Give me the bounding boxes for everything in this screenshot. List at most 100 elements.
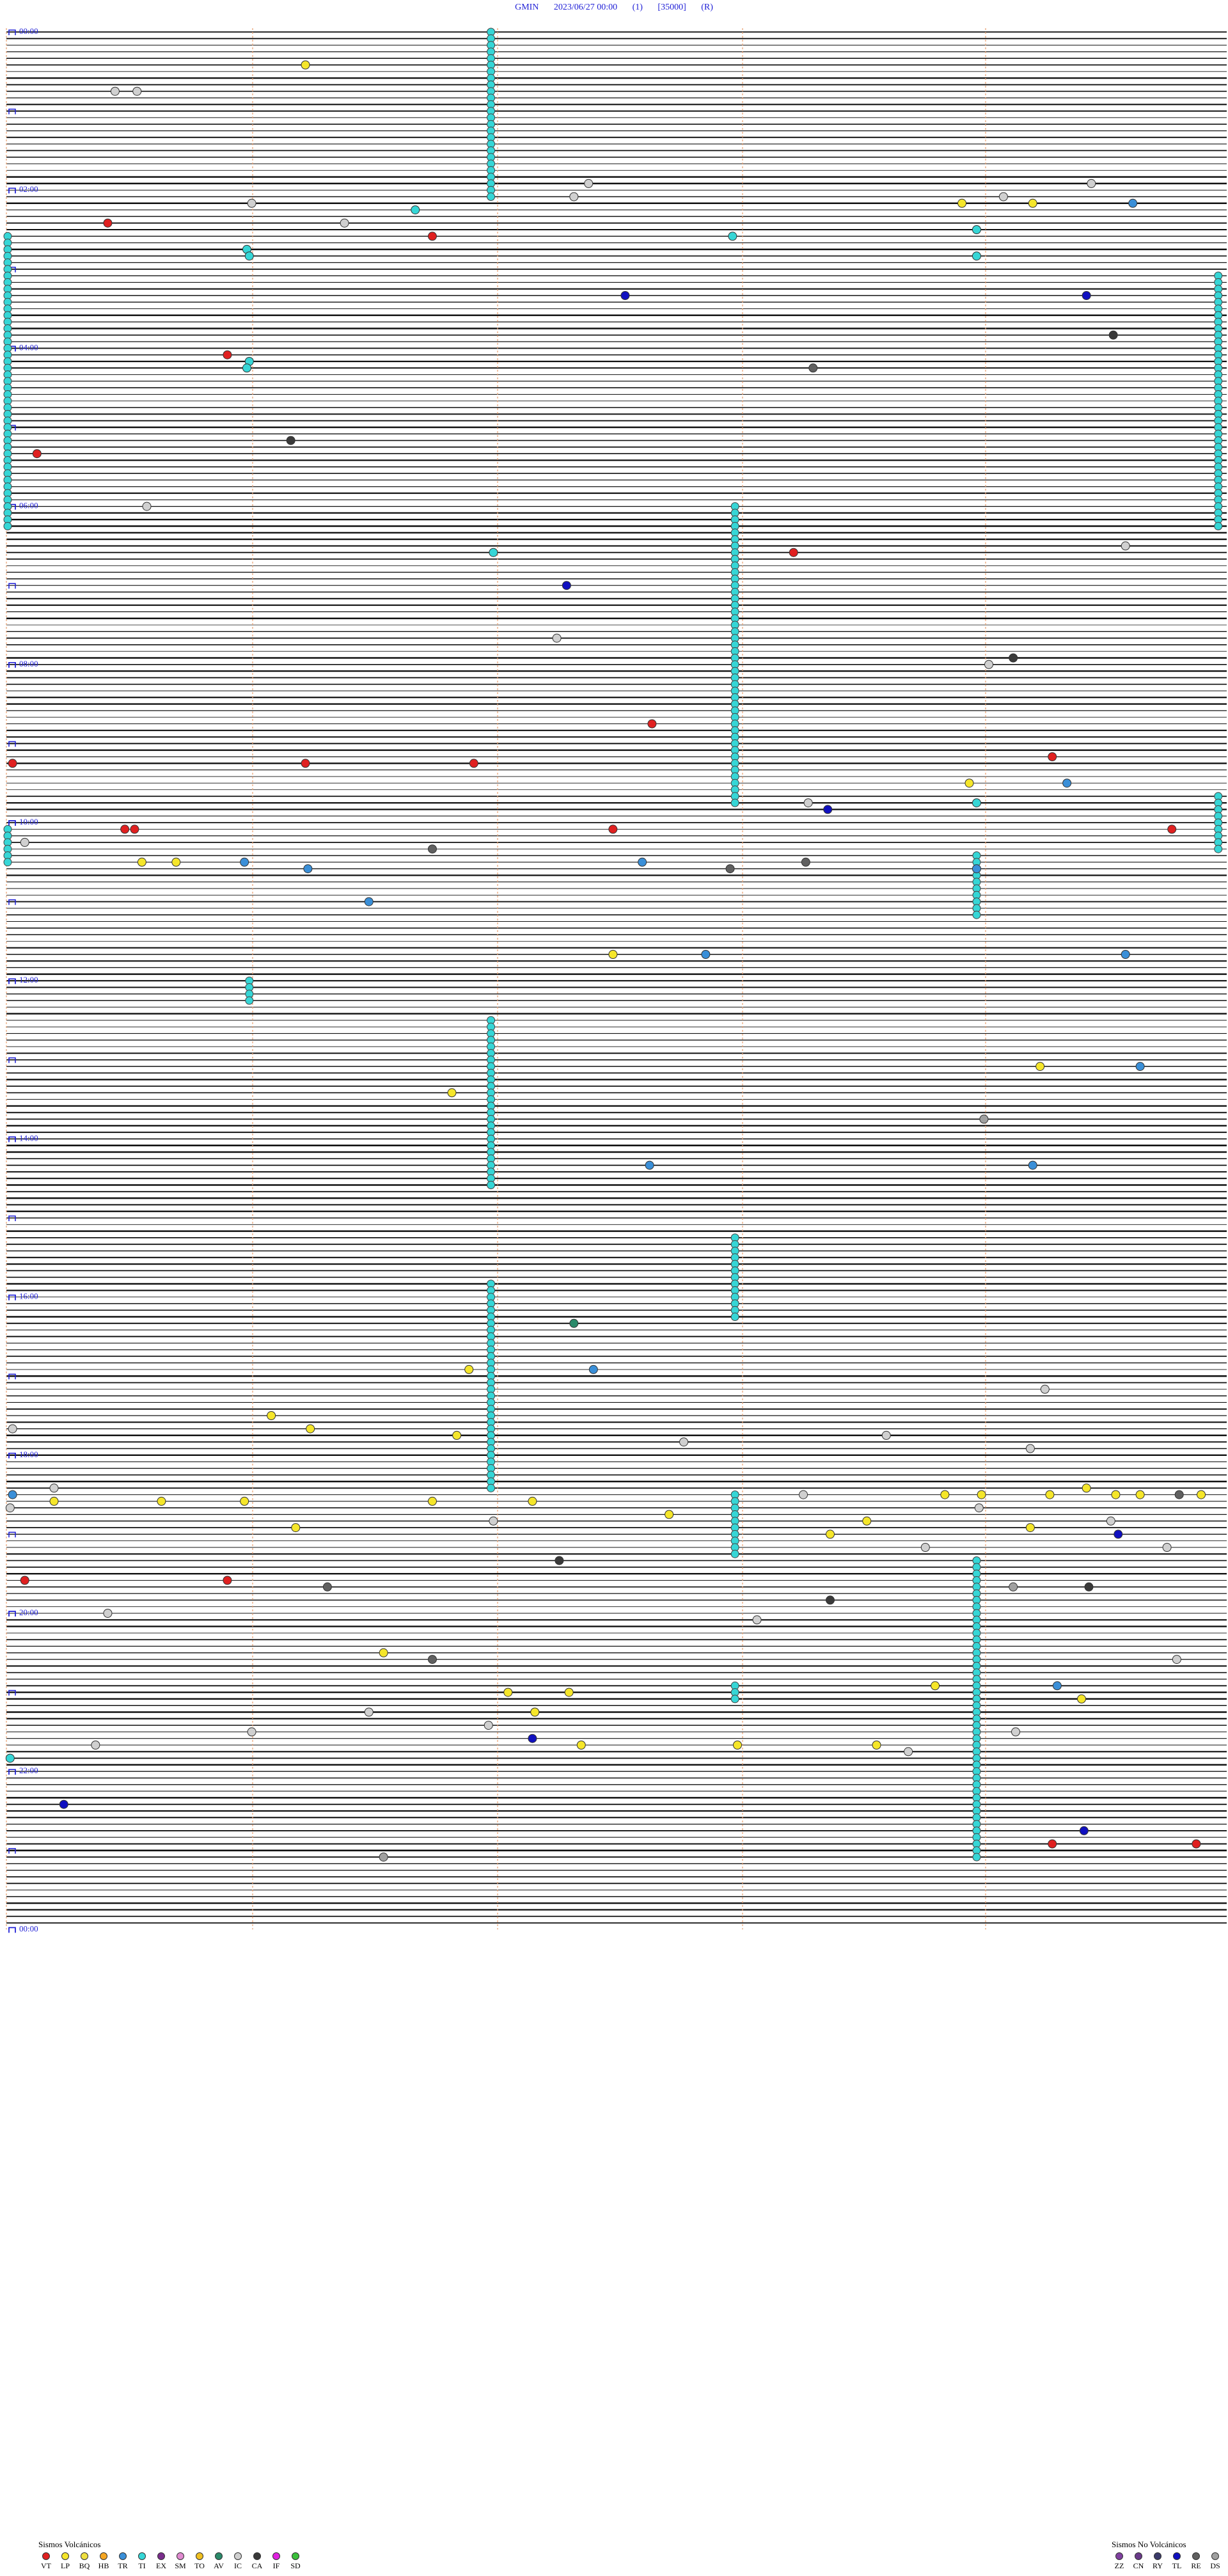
legend-dot xyxy=(1135,2552,1142,2560)
hour-marker xyxy=(8,187,16,194)
hour-label: 22:00 xyxy=(19,1766,38,1775)
hour-label: 20:00 xyxy=(19,1608,38,1617)
event-marker-ic xyxy=(974,1503,984,1513)
event-marker-ic xyxy=(881,1430,891,1440)
legend-dot xyxy=(1154,2552,1161,2560)
event-marker-lp xyxy=(862,1516,872,1526)
legend-dot xyxy=(81,2552,88,2560)
legend-label: RE xyxy=(1191,2561,1201,2570)
legend-item-hb: HB xyxy=(96,2552,111,2571)
legend-dot xyxy=(272,2552,280,2560)
hour-label: 08:00 xyxy=(19,659,38,668)
event-marker-ic xyxy=(91,1741,100,1750)
event-marker-tl xyxy=(1082,291,1091,300)
event-marker-re xyxy=(427,844,437,854)
event-marker-lp xyxy=(1035,1062,1045,1071)
event-marker-lp xyxy=(291,1523,301,1533)
legend-item-ic: IC xyxy=(230,2552,246,2571)
hour-marker xyxy=(8,1057,16,1063)
hour-marker xyxy=(8,820,16,826)
event-marker-ic xyxy=(984,660,994,669)
event-marker-tl xyxy=(562,581,571,590)
legend-label: VT xyxy=(41,2561,51,2570)
event-marker-vt xyxy=(103,218,113,228)
event-marker-ic xyxy=(1087,178,1096,188)
legend-item-to: TO xyxy=(192,2552,207,2571)
event-marker-tr xyxy=(303,864,313,874)
legend-label: HB xyxy=(98,2561,109,2570)
event-marker-ic xyxy=(904,1747,913,1757)
hour-marker xyxy=(8,1531,16,1538)
event-marker-lp xyxy=(240,1496,249,1506)
non-volcanic-legend-items: ZZ CN RY TL RE DS xyxy=(1112,2552,1223,2571)
event-marker-ic xyxy=(1106,1516,1115,1526)
legend-dot xyxy=(292,2552,299,2560)
event-marker-ti xyxy=(245,996,254,1005)
event-marker-ic xyxy=(799,1490,808,1499)
event-marker-ti xyxy=(411,205,420,215)
event-marker-lp xyxy=(977,1490,986,1499)
event-marker-ic xyxy=(142,502,152,511)
non-volcanic-legend: Sismos No Volcánicos ZZ CN RY TL RE DS xyxy=(1112,2540,1223,2571)
event-marker-ti xyxy=(972,910,981,919)
legend-item-vt: VT xyxy=(38,2552,54,2571)
legend-dot xyxy=(215,2552,223,2560)
legend-label: RY xyxy=(1152,2561,1163,2570)
legend-item-ca: CA xyxy=(249,2552,265,2571)
event-marker-tr xyxy=(1128,198,1138,208)
event-marker-tr xyxy=(972,864,981,874)
event-marker-lp xyxy=(171,857,181,867)
hour-marker xyxy=(8,1848,16,1854)
event-marker-ic xyxy=(803,798,813,808)
hour-label: 04:00 xyxy=(19,342,38,352)
hour-marker xyxy=(8,662,16,668)
legend-item-bq: BQ xyxy=(77,2552,92,2571)
event-marker-ca xyxy=(1108,330,1118,340)
event-marker-lp xyxy=(528,1496,537,1506)
hour-label: 12:00 xyxy=(19,975,38,984)
event-marker-ca xyxy=(1009,653,1018,663)
legend-label: IC xyxy=(234,2561,242,2570)
event-marker-tl xyxy=(59,1799,68,1809)
event-marker-ic xyxy=(1172,1655,1181,1664)
event-marker-vt xyxy=(647,719,657,729)
event-marker-ca xyxy=(1084,1582,1094,1592)
event-marker-vt xyxy=(223,350,232,360)
event-marker-ic xyxy=(20,837,29,847)
event-marker-ic xyxy=(110,86,120,96)
legend-item-av: AV xyxy=(211,2552,226,2571)
event-marker-tr xyxy=(1062,778,1072,788)
legend-item-if: IF xyxy=(269,2552,284,2571)
event-marker-tl xyxy=(620,291,630,300)
legend-dot xyxy=(1192,2552,1200,2560)
event-marker-ti xyxy=(244,251,254,261)
event-marker-tl xyxy=(1114,1529,1123,1539)
legend-item-cn: CN xyxy=(1131,2552,1146,2571)
legend-dot xyxy=(119,2552,127,2560)
legend-label: TI xyxy=(138,2561,146,2570)
event-marker-av xyxy=(569,1318,579,1328)
event-marker-lp xyxy=(503,1687,513,1697)
event-marker-tl xyxy=(823,805,833,814)
event-marker-lp xyxy=(464,1364,474,1374)
legend-dot xyxy=(234,2552,242,2560)
event-marker-ti xyxy=(489,548,498,557)
event-marker-ic xyxy=(1040,1384,1050,1394)
volcanic-legend: Sismos Volcánicos VT LP BQ HB TR TI EX SM TO AV IC… xyxy=(38,2540,303,2571)
event-marker-ti xyxy=(3,858,12,867)
hour-marker xyxy=(8,1927,16,1933)
event-marker-lp xyxy=(1077,1694,1087,1703)
event-marker-vt xyxy=(223,1576,232,1585)
event-marker-lp xyxy=(530,1707,540,1717)
event-marker-vt xyxy=(1048,752,1057,761)
legend-label: EX xyxy=(156,2561,166,2570)
event-marker-lp xyxy=(1197,1490,1206,1499)
event-marker-vt xyxy=(1167,825,1177,834)
event-marker-vt xyxy=(120,825,130,834)
hour-marker xyxy=(8,1215,16,1221)
helicorder-plot: 00:00 02:00 04:00 06:00 08:00 10:00 12:00 14:00… xyxy=(3,26,1227,1933)
event-marker-ti xyxy=(3,522,12,530)
event-marker-tr xyxy=(1121,950,1130,959)
event-marker-ti xyxy=(730,798,739,807)
event-marker-ti xyxy=(730,1549,739,1558)
